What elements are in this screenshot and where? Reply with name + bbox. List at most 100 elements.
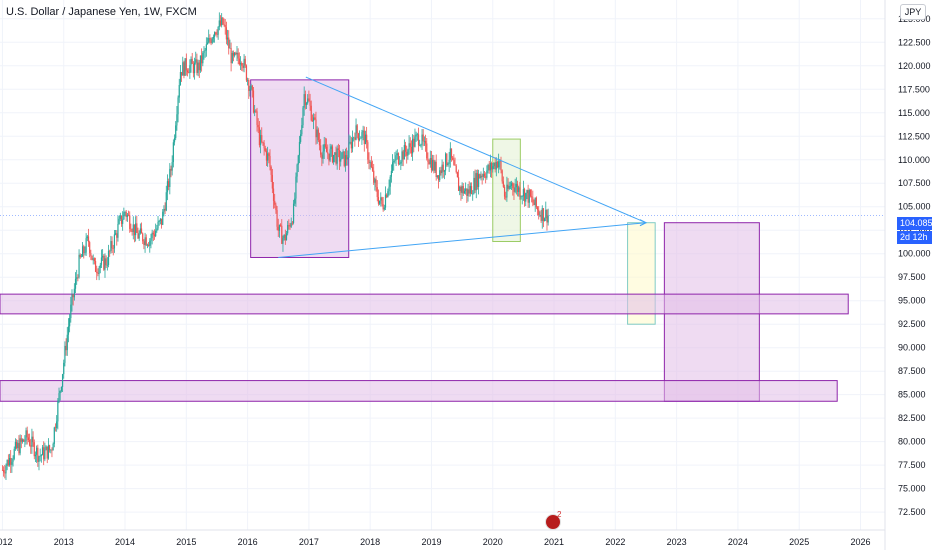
candle-body <box>368 159 370 164</box>
candle-body <box>518 187 520 192</box>
candle-body <box>255 110 257 112</box>
candle-body <box>15 442 18 449</box>
candle-body <box>249 89 251 91</box>
time-tick-label: 2024 <box>728 537 748 547</box>
candle-body <box>261 135 263 142</box>
candle-body <box>201 55 203 64</box>
price-tick-label: 85.000 <box>898 390 926 400</box>
candle-body <box>526 190 528 193</box>
price-tick-label: 95.000 <box>898 296 926 306</box>
candle-body <box>274 200 276 205</box>
price-tick-label: 110.000 <box>898 155 930 165</box>
candle-body <box>506 184 508 198</box>
drawing-rectangle[interactable] <box>0 293 849 315</box>
candle-body <box>56 421 58 428</box>
chart-title: U.S. Dollar / Japanese Yen, 1W, FXCM <box>6 6 197 18</box>
trendline[interactable] <box>278 222 647 258</box>
price-axis[interactable]: 72.500 75.000 77.500 80.000 82.500 85.000 87.5… <box>898 14 931 517</box>
candle-body <box>70 304 72 319</box>
candle-body <box>534 197 536 206</box>
candle-body <box>76 277 78 279</box>
candle-body <box>52 443 54 451</box>
candle-body <box>321 154 323 159</box>
candle-body <box>51 449 53 451</box>
candle-body <box>109 250 111 252</box>
candle-body <box>106 264 108 266</box>
candle-body <box>80 256 83 258</box>
candle-body <box>137 232 139 239</box>
candle-body <box>439 170 441 181</box>
candle-body <box>191 58 193 64</box>
candle-body <box>209 37 211 41</box>
price-tick-label: 72.500 <box>898 507 926 517</box>
candle-body <box>394 160 396 161</box>
time-tick-label: 2019 <box>421 537 441 547</box>
candle-body <box>144 237 146 245</box>
candle-body <box>366 134 368 143</box>
candle-body <box>45 446 47 451</box>
drawing-rectangle[interactable] <box>0 380 838 402</box>
time-axis[interactable]: 2012 2013 2014 2015 2016 2017 2018 2019 2020 2021… <box>0 537 871 547</box>
candle-body <box>325 146 328 153</box>
candle-body <box>20 438 22 442</box>
candle-body <box>89 242 91 254</box>
candle-body <box>30 445 32 447</box>
price-tick-label: 75.000 <box>898 484 926 494</box>
candle-body <box>197 62 199 73</box>
candle-body <box>335 152 337 164</box>
candle-body <box>199 55 202 71</box>
drawing-rectangle[interactable] <box>250 79 350 258</box>
candle-body <box>175 125 177 139</box>
trendline-layer[interactable] <box>278 76 648 258</box>
candle-body <box>157 221 159 229</box>
candle-body <box>298 141 301 156</box>
candle-body <box>242 65 244 68</box>
candle-body <box>391 162 394 171</box>
candle-body <box>145 237 147 246</box>
candle-body <box>296 164 298 177</box>
drawing-layer[interactable] <box>0 79 849 402</box>
candle-body <box>142 233 144 242</box>
candle-body <box>8 457 11 466</box>
candle-body <box>133 224 136 236</box>
candle-body <box>205 44 207 51</box>
candle-body <box>177 97 179 115</box>
candle-body <box>532 197 534 203</box>
candle-body <box>420 144 422 146</box>
candle-body <box>432 159 434 171</box>
candle-body <box>23 439 25 442</box>
candle-body <box>487 164 489 171</box>
last-price-label: 104.085 <box>897 217 932 230</box>
candle-body <box>409 143 411 147</box>
candle-body <box>182 62 184 76</box>
trendline[interactable] <box>305 76 647 224</box>
candle-body <box>14 442 17 449</box>
candle-body <box>57 400 59 422</box>
candle-body <box>445 153 447 171</box>
candle-body <box>59 390 61 394</box>
candle-body <box>224 25 226 28</box>
us-flag-icon[interactable] <box>545 514 561 530</box>
currency-button[interactable]: JPY <box>900 4 926 20</box>
candle-body <box>188 72 190 74</box>
candle-body <box>514 187 516 192</box>
candle-body <box>267 153 269 161</box>
candle-body <box>139 228 141 234</box>
candle-body <box>79 254 81 258</box>
candle-body <box>248 80 250 91</box>
candle-body <box>12 458 14 462</box>
candle-body <box>301 125 303 135</box>
candle-body <box>17 442 19 449</box>
candle-body <box>116 233 118 238</box>
candle-body <box>102 255 104 258</box>
candle-body <box>53 427 55 444</box>
candle-body <box>204 50 206 52</box>
candle-body <box>219 20 222 26</box>
candle-body <box>238 58 240 65</box>
candle-body <box>37 447 39 462</box>
candle-body <box>457 177 460 191</box>
candle-body <box>195 59 197 63</box>
candle-body <box>251 85 253 91</box>
candle-body <box>226 37 229 40</box>
